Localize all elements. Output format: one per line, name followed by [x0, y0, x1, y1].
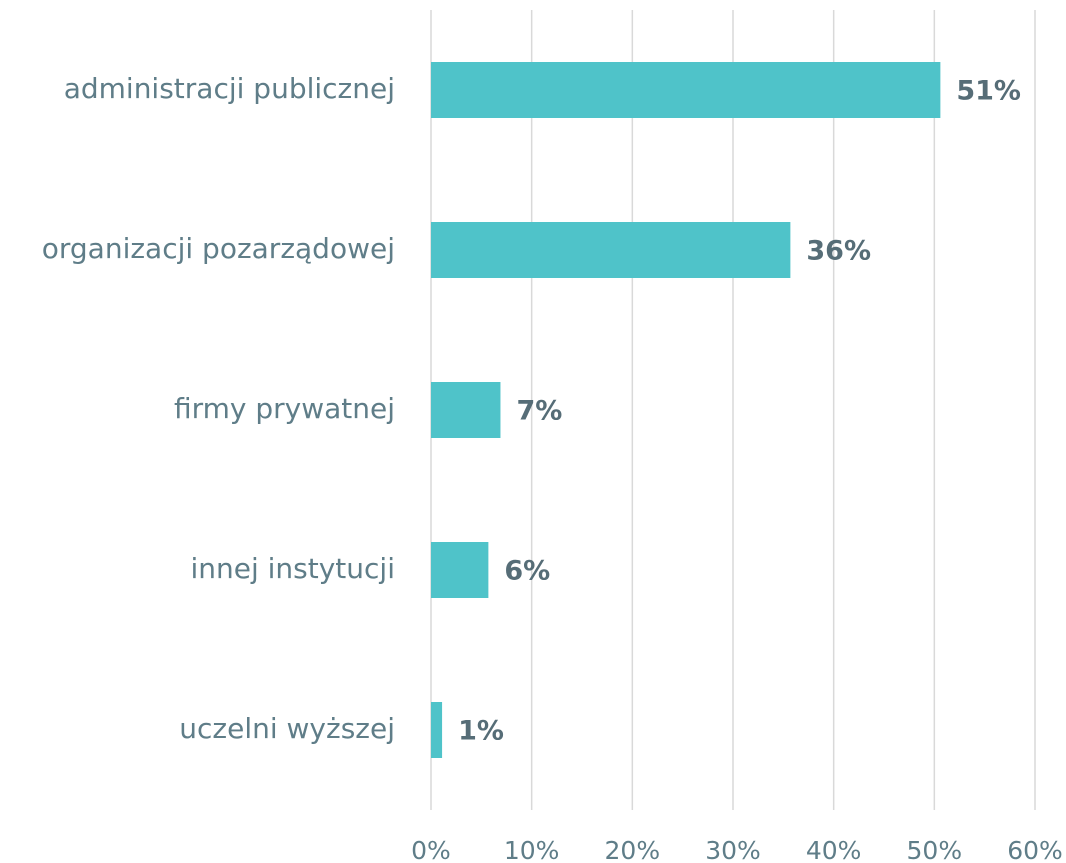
category-label: innej instytucji	[190, 552, 395, 585]
value-label: 36%	[806, 236, 871, 267]
x-tick-label: 50%	[907, 836, 963, 863]
x-tick-label: 0%	[411, 836, 451, 863]
x-tick-label: 60%	[1007, 836, 1063, 863]
category-label: organizacji pozarządowej	[42, 232, 395, 265]
value-label: 7%	[516, 396, 562, 427]
bar	[431, 62, 941, 118]
bar	[431, 702, 443, 758]
x-tick-label: 40%	[806, 836, 862, 863]
value-label: 1%	[458, 716, 504, 747]
x-tick-label: 10%	[504, 836, 560, 863]
bar	[431, 222, 791, 278]
category-label: uczelni wyższej	[179, 712, 395, 745]
category-label: administracji publicznej	[64, 72, 395, 105]
x-tick-label: 30%	[705, 836, 761, 863]
category-label: firmy prywatnej	[174, 392, 395, 425]
value-label: 51%	[956, 76, 1021, 107]
bar	[431, 382, 501, 438]
value-label: 6%	[504, 556, 550, 587]
x-tick-label: 20%	[605, 836, 661, 863]
bar	[431, 542, 489, 598]
